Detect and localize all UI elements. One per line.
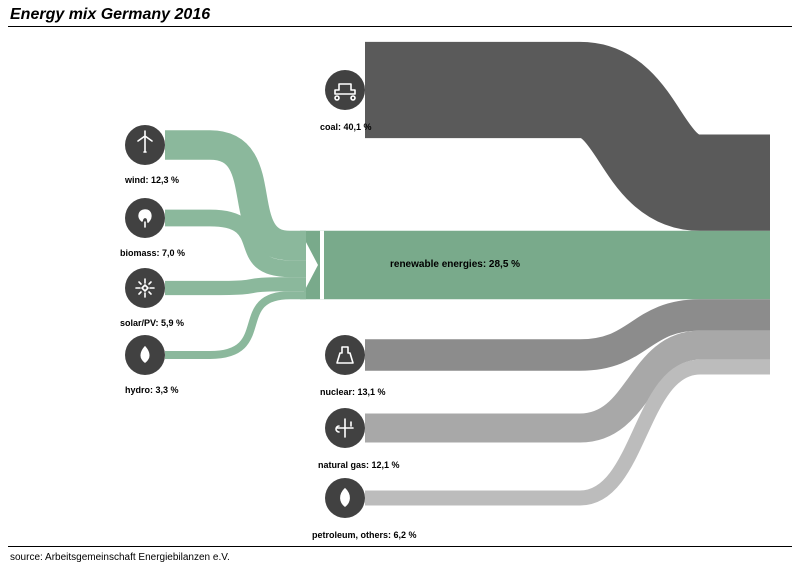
wind-label: wind: 12,3 % [125,175,179,185]
natural-gas-icon [325,408,365,448]
coal-label: coal: 40,1 % [320,122,372,132]
solar-label: solar/PV: 5,9 % [120,318,184,328]
hydro-icon [125,335,165,375]
solar-icon [125,268,165,308]
nuclear-icon [325,335,365,375]
biomass-icon [125,198,165,238]
source-rule [8,546,792,547]
hydro-label: hydro: 3,3 % [125,385,179,395]
sankey-diagram [0,0,800,573]
petroleum-icon [325,478,365,518]
nuclear-label: nuclear: 13,1 % [320,387,386,397]
wind-icon [125,125,165,165]
petroleum-label: petroleum, others: 6,2 % [312,530,417,540]
natural-gas-label: natural gas: 12,1 % [318,460,400,470]
renewables-label: renewable energies: 28,5 % [390,259,520,270]
coal-icon [325,70,365,110]
biomass-label: biomass: 7,0 % [120,248,185,258]
source-credit: source: Arbeitsgemeinschaft Energiebilan… [10,552,230,563]
